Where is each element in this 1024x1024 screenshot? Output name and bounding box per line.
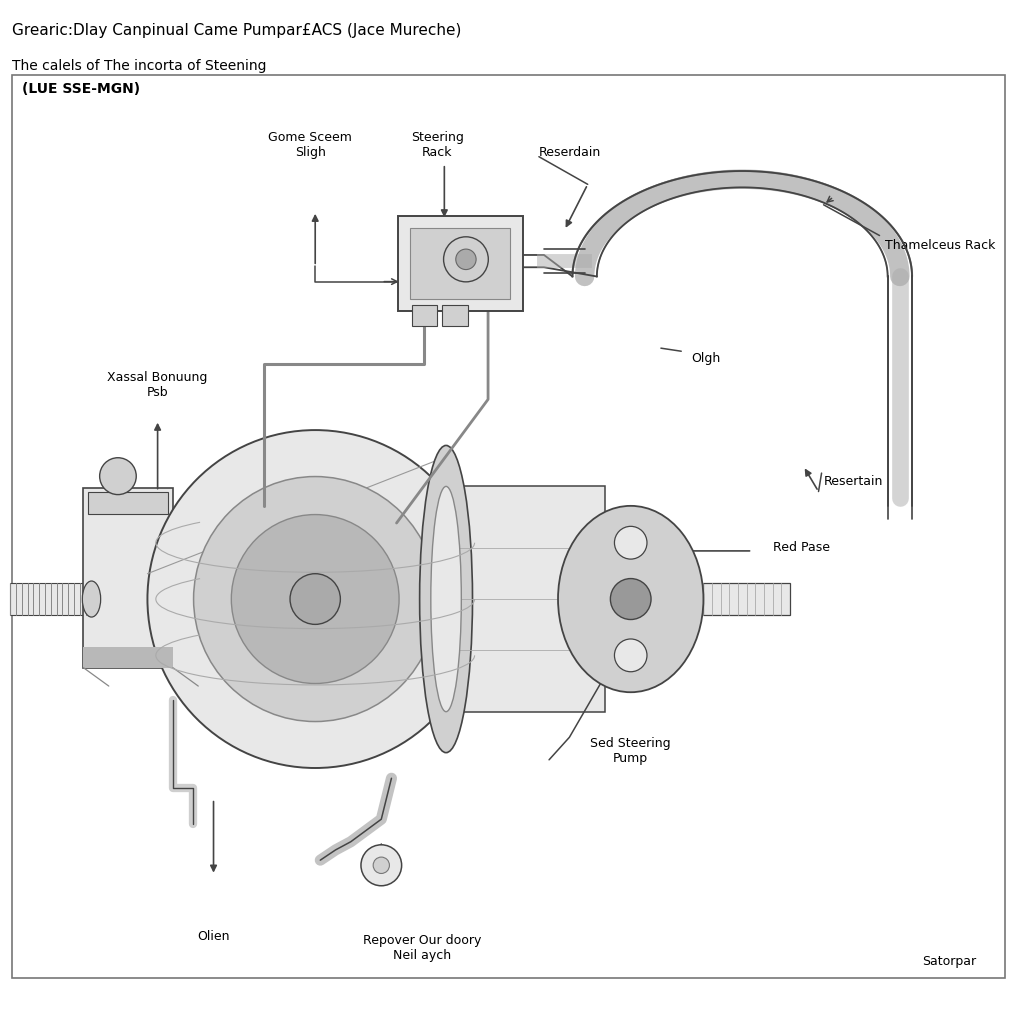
Text: Satorpar: Satorpar	[922, 954, 976, 968]
Ellipse shape	[558, 506, 703, 692]
Circle shape	[373, 857, 389, 873]
Circle shape	[443, 237, 488, 282]
Bar	[703, 583, 790, 615]
Bar	[453, 486, 605, 712]
Circle shape	[99, 458, 136, 495]
Text: The calels of The incorta of Steening: The calels of The incorta of Steening	[12, 59, 266, 74]
Ellipse shape	[231, 514, 399, 684]
Bar	[410, 228, 510, 299]
Text: Gome Sceem
Sligh: Gome Sceem Sligh	[268, 131, 352, 159]
Circle shape	[361, 845, 401, 886]
Bar	[88, 492, 168, 514]
Text: Resertain: Resertain	[823, 475, 883, 487]
Bar	[83, 488, 173, 668]
Text: Grearic:Dlay Canpinual Came Pumpar£ACS (Jace Mureche): Grearic:Dlay Canpinual Came Pumpar£ACS (…	[12, 23, 462, 38]
Text: Red Pase: Red Pase	[773, 542, 829, 554]
Circle shape	[610, 579, 651, 620]
Circle shape	[614, 526, 647, 559]
Bar	[83, 647, 173, 668]
Text: Olgh: Olgh	[691, 352, 721, 365]
Circle shape	[456, 249, 476, 269]
Text: Xassal Bonuung
Psb: Xassal Bonuung Psb	[108, 372, 208, 399]
Circle shape	[614, 639, 647, 672]
Ellipse shape	[82, 581, 100, 617]
Ellipse shape	[431, 486, 462, 712]
Bar	[605, 520, 626, 678]
Bar	[412, 305, 437, 326]
Text: Repover Our doory
Neil aych: Repover Our doory Neil aych	[362, 934, 481, 962]
Bar	[10, 583, 91, 615]
FancyBboxPatch shape	[397, 216, 522, 311]
Text: Reserdain: Reserdain	[539, 145, 601, 159]
Ellipse shape	[194, 476, 437, 722]
Text: Thamelceus Rack: Thamelceus Rack	[885, 240, 995, 252]
Text: Olien: Olien	[198, 930, 229, 943]
Text: (LUE SSE-MGN): (LUE SSE-MGN)	[23, 82, 140, 96]
Text: Steering
Rack: Steering Rack	[411, 131, 464, 159]
Ellipse shape	[420, 445, 472, 753]
Bar	[442, 305, 468, 326]
Text: Sed Steering
Pump: Sed Steering Pump	[590, 737, 671, 765]
Ellipse shape	[147, 430, 483, 768]
Ellipse shape	[290, 573, 340, 625]
Bar	[12, 75, 1005, 978]
